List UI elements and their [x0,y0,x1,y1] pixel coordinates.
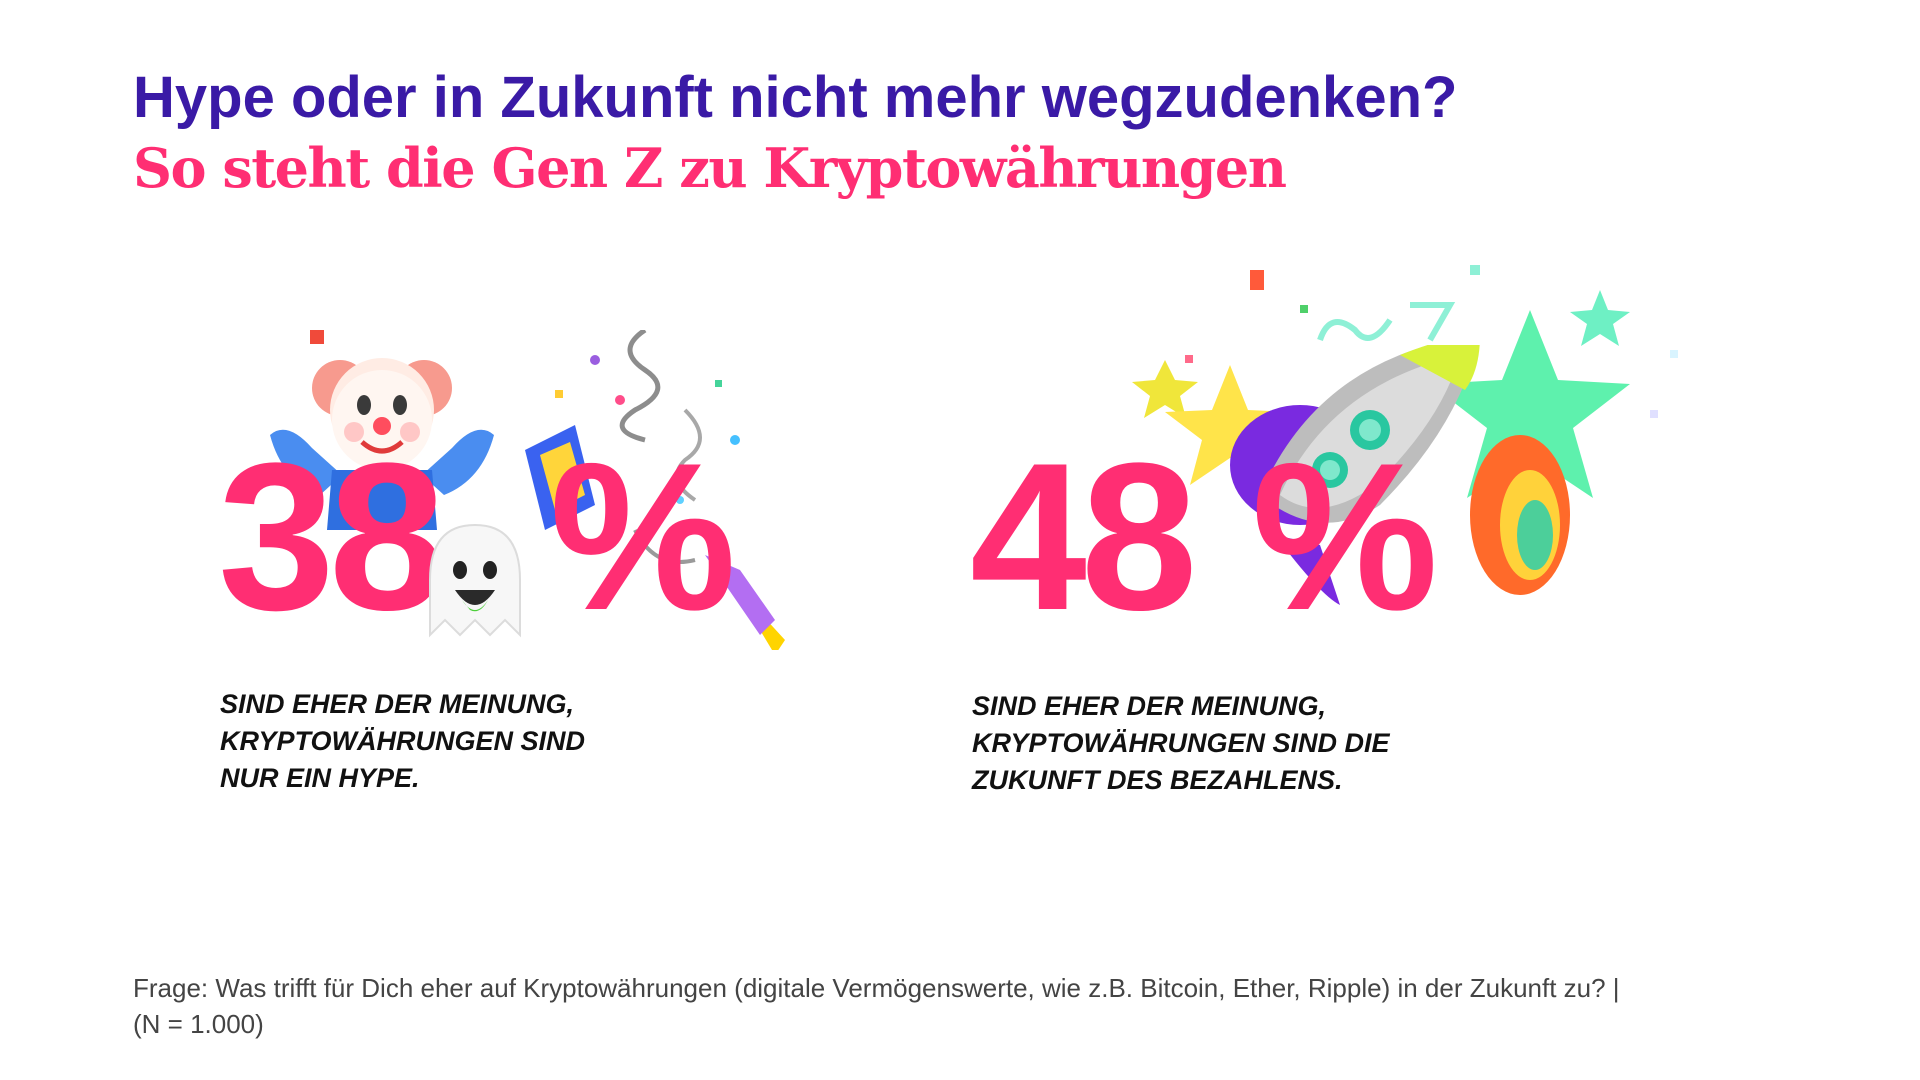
stat-number: 38 [218,419,446,654]
clown-face-icon [270,330,494,530]
footnote-line: Frage: Was trifft für Dich eher auf Kryp… [133,973,1620,1003]
stat-number: 48 [970,419,1198,654]
stat-value-hype: 38% [218,432,736,642]
caption-line: NUR EIN HYPE. [220,763,420,793]
stat-caption-future: SIND EHER DER MEINUNG, KRYPTOWÄHRUNGEN S… [972,688,1390,799]
caption-line: KRYPTOWÄHRUNGEN SIND DIE [972,728,1390,758]
caption-line: SIND EHER DER MEINUNG, [220,689,575,719]
stat-unit: % [549,419,737,654]
footnote-line: (N = 1.000) [133,1009,264,1039]
caption-line: KRYPTOWÄHRUNGEN SIND [220,726,586,756]
footnote: Frage: Was trifft für Dich eher auf Kryp… [133,970,1620,1042]
rocket-icon [1230,345,1570,605]
stat-caption-hype: SIND EHER DER MEINUNG, KRYPTOWÄHRUNGEN S… [220,686,585,797]
page-title: Hype oder in Zukunft nicht mehr wegzuden… [133,65,1458,130]
caption-line: SIND EHER DER MEINUNG, [972,691,1327,721]
stat-value-future: 48% [970,432,1438,642]
caption-line: ZUKUNFT DES BEZAHLENS. [972,765,1343,795]
ghost-icon [429,523,521,638]
page-subtitle: So steht die Gen Z zu Kryptowährungen [133,136,1287,200]
stat-unit: % [1251,419,1439,654]
sparkle-star-icon [1132,265,1678,538]
party-popper-icon [525,330,785,650]
